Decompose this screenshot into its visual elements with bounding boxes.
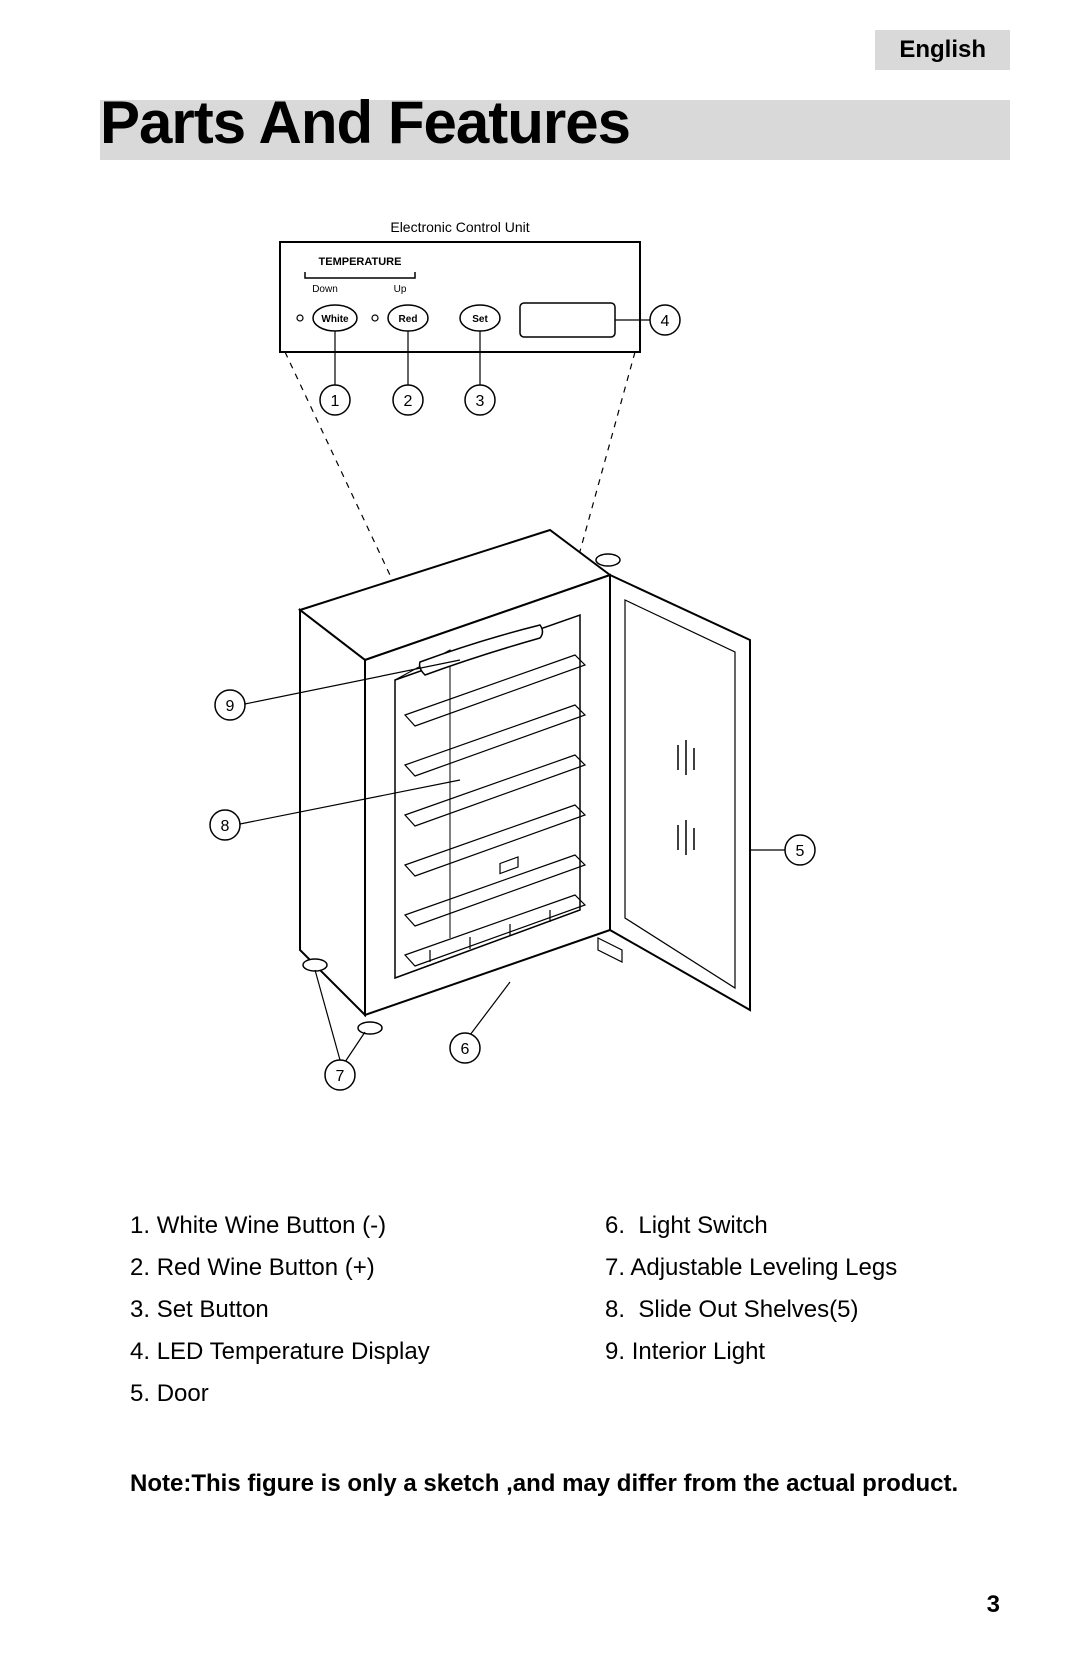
parts-list-right: 6. Light Switch 7. Adjustable Leveling L… <box>605 1205 980 1415</box>
svg-text:9: 9 <box>226 698 235 715</box>
svg-text:1: 1 <box>331 393 340 410</box>
svg-text:3: 3 <box>476 393 485 410</box>
svg-text:Set: Set <box>472 314 488 325</box>
note-text: Note:This figure is only a sketch ,and m… <box>130 1470 980 1498</box>
parts-list: 1. White Wine Button (-) 2. Red Wine But… <box>130 1205 980 1415</box>
language-tab: English <box>875 30 1010 70</box>
parts-diagram: Electronic Control Unit TEMPERATURE Down… <box>180 210 860 1130</box>
svg-text:5: 5 <box>796 843 805 860</box>
leg <box>303 959 327 971</box>
svg-text:4: 4 <box>661 313 670 330</box>
page-title: Parts And Features <box>100 88 630 157</box>
svg-text:2: 2 <box>404 393 413 410</box>
down-label: Down <box>312 284 338 295</box>
svg-text:7: 7 <box>336 1068 345 1085</box>
svg-text:White: White <box>321 314 349 325</box>
leg <box>358 1022 382 1034</box>
control-unit-label: Electronic Control Unit <box>390 219 529 235</box>
led-display <box>520 303 615 337</box>
parts-list-left: 1. White Wine Button (-) 2. Red Wine But… <box>130 1205 505 1415</box>
temperature-label: TEMPERATURE <box>319 256 402 268</box>
cabinet-left <box>300 610 365 1015</box>
svg-text:8: 8 <box>221 818 230 835</box>
svg-text:Red: Red <box>399 314 418 325</box>
page-number: 3 <box>987 1591 1000 1619</box>
svg-text:6: 6 <box>461 1041 470 1058</box>
up-label: Up <box>394 284 407 295</box>
hinge-top <box>596 554 620 566</box>
